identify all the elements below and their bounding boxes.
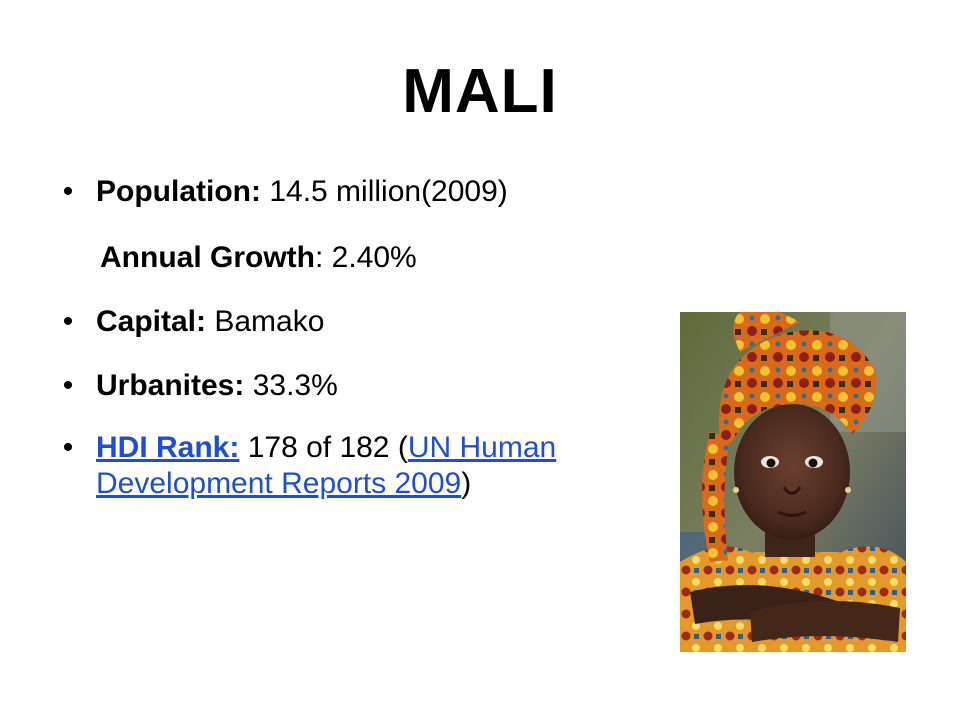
un-report-link[interactable]: UN Human — [407, 431, 557, 464]
hdi-rank-link[interactable]: HDI Rank: — [96, 431, 240, 464]
annual-growth-sep: : — [314, 241, 332, 274]
hdi-close-paren: ) — [461, 467, 472, 500]
urbanites-label: Urbanites: — [96, 369, 245, 402]
bullet-list: • Population: 14.5 million(2009) Annual … — [58, 172, 718, 502]
capital-label: Capital: — [96, 305, 207, 338]
bullet-icon: • — [62, 431, 74, 464]
population-value: 14.5 million(2009) — [260, 175, 508, 208]
un-report-link-continued[interactable]: Development Reports 2009 — [96, 467, 462, 500]
bullet-icon: • — [62, 305, 74, 338]
bullet-hdi-rank: • HDI Rank: 178 of 182 (UN Human Developm… — [58, 430, 718, 502]
bullet-icon: • — [62, 369, 74, 402]
capital-value: Bamako — [206, 305, 325, 338]
bullet-urbanites: • Urbanites: 33.3% — [58, 368, 718, 404]
bullet-population: • Population: 14.5 million(2009) — [58, 174, 718, 210]
annual-growth-label: Annual Growth — [100, 241, 315, 274]
slide-title: MALI — [402, 57, 558, 126]
girl-photo — [680, 312, 906, 652]
urbanites-value: 33.3% — [244, 369, 338, 402]
population-label: Population: — [96, 175, 261, 208]
hdi-rank-value: 178 of 182 ( — [239, 431, 408, 464]
annual-growth-line: Annual Growth: 2.40% — [58, 240, 718, 276]
bullet-capital: • Capital: Bamako — [58, 304, 718, 340]
annual-growth-value: 2.40% — [331, 241, 417, 274]
bullet-icon: • — [62, 175, 74, 208]
